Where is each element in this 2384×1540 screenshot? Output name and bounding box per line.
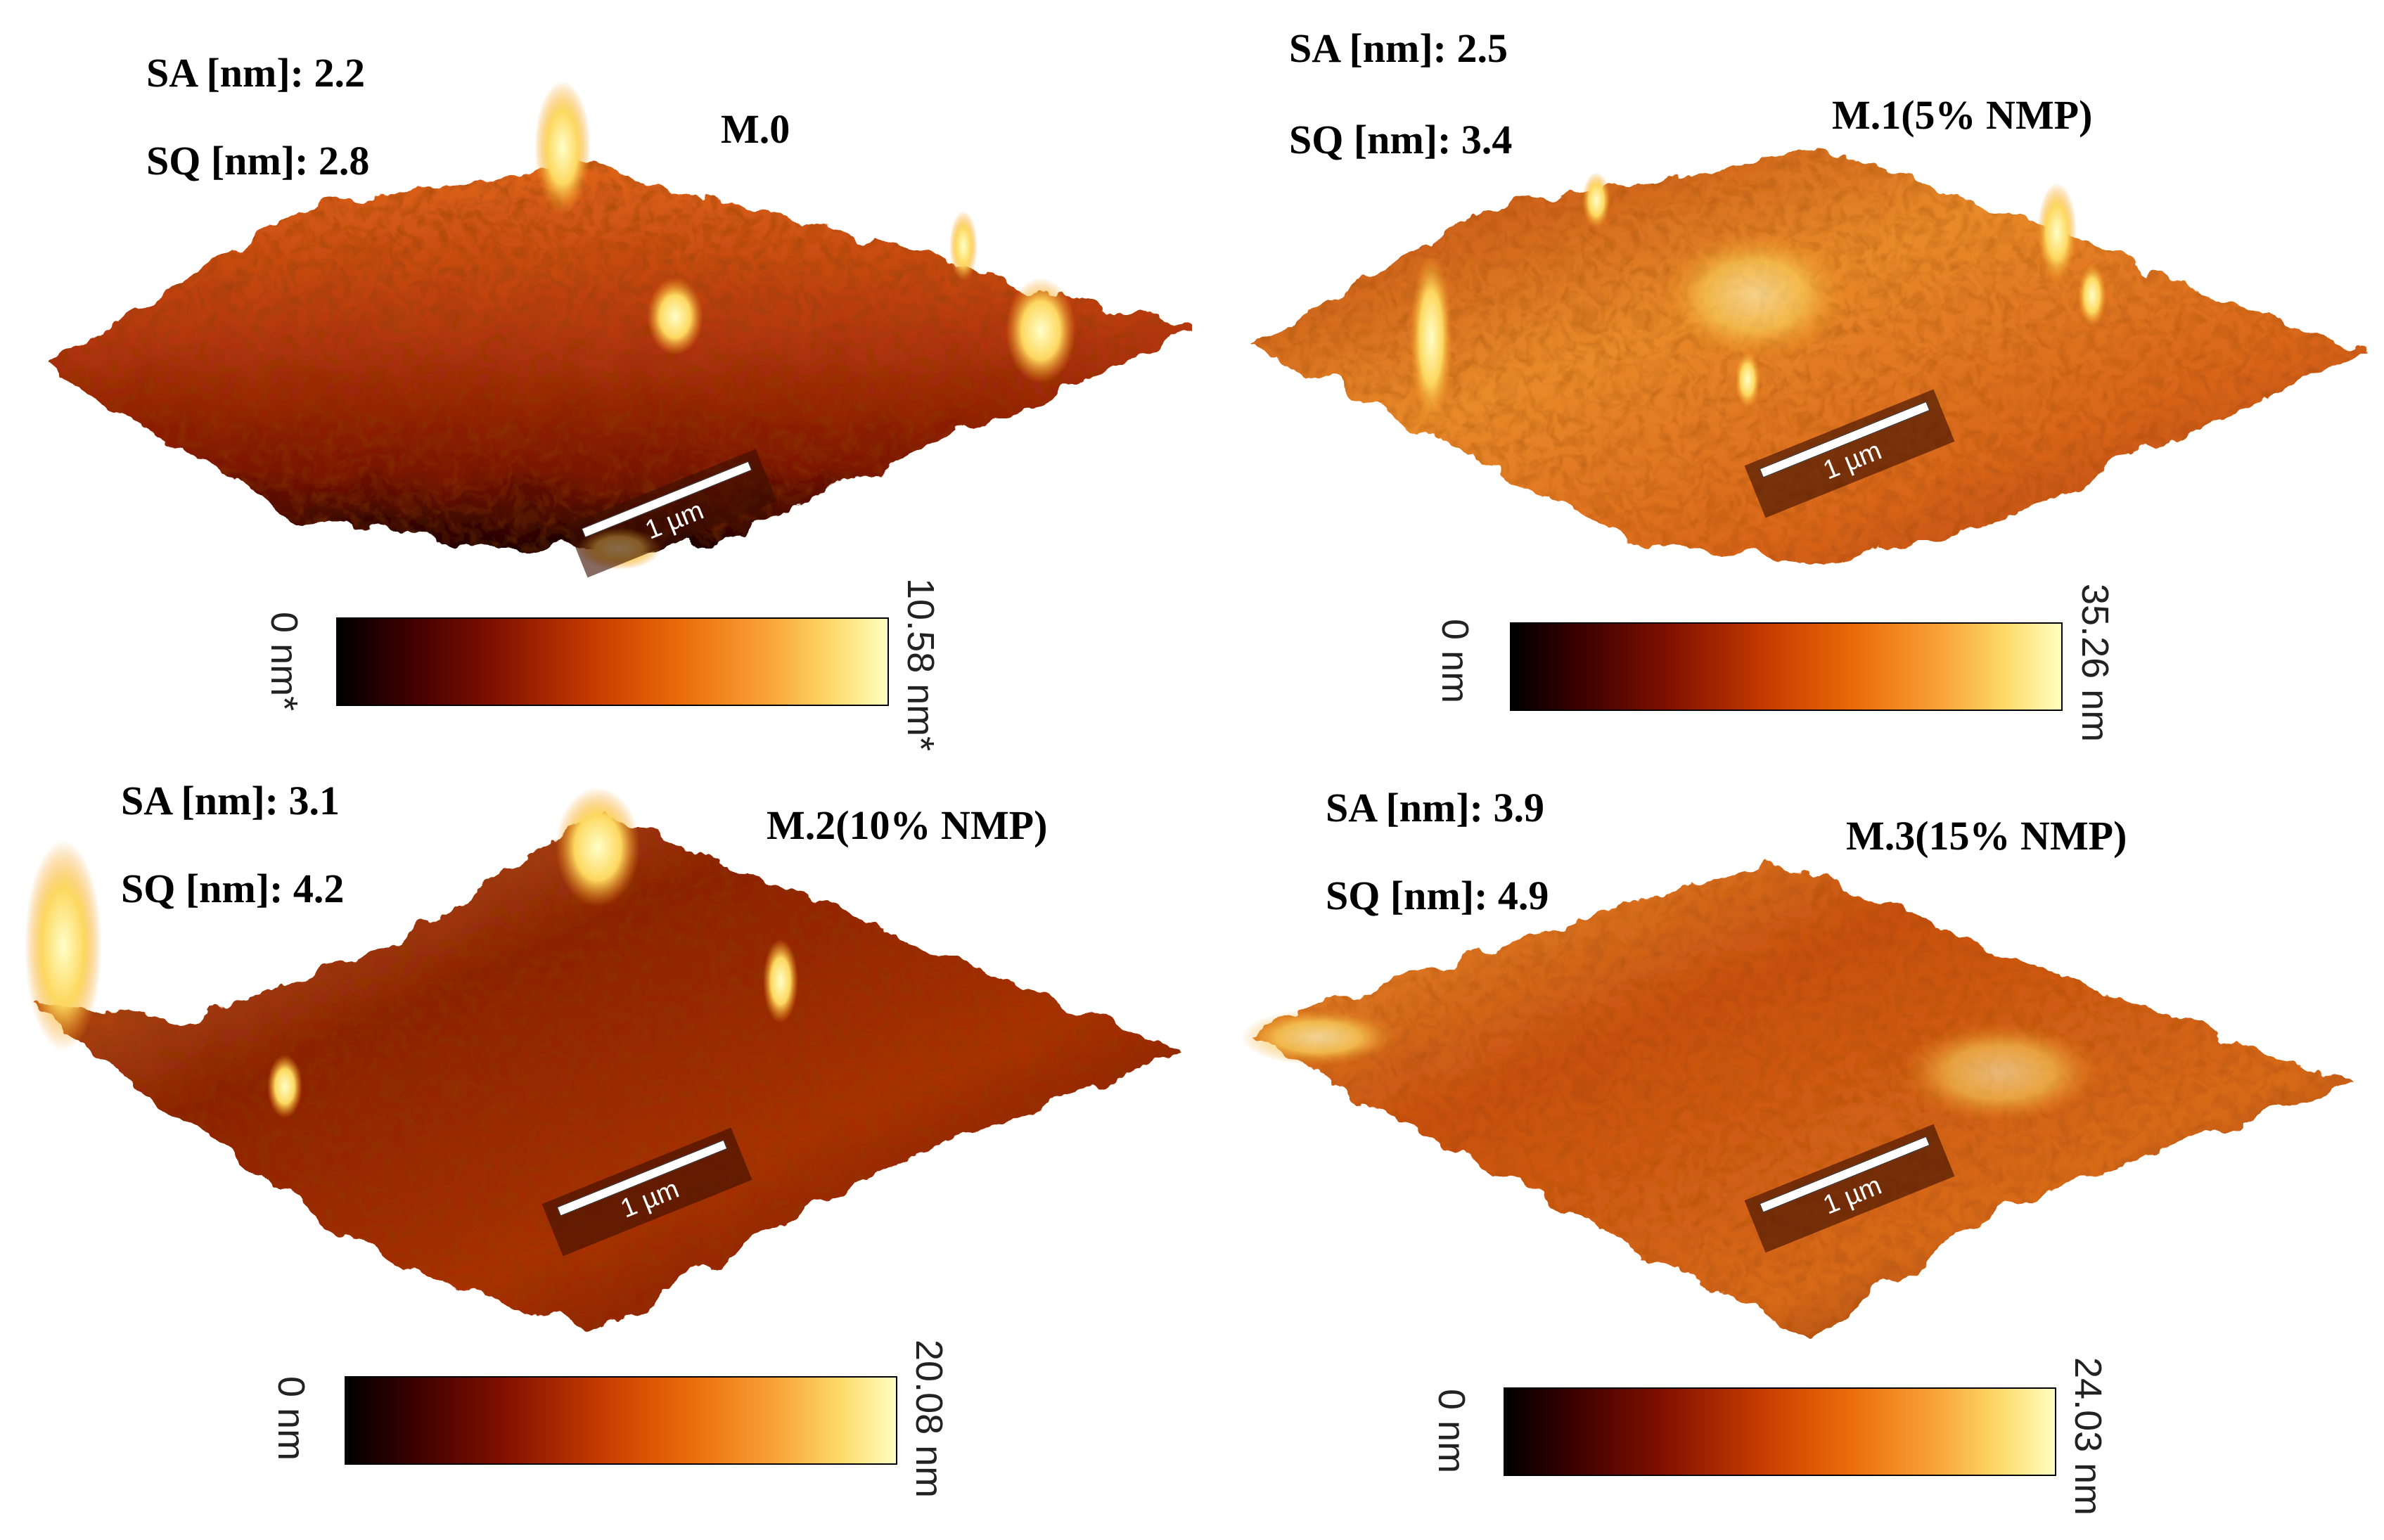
sq-value: SQ [nm]: 2.8 (146, 138, 370, 184)
sa-value: SA [nm]: 3.9 (1326, 785, 1544, 830)
afm-panel-m3: SA [nm]: 3.9 SQ [nm]: 4.9 M.3(15% NMP) 1… (1192, 770, 2384, 1540)
color-scale-min: 0 nm* (263, 612, 305, 712)
color-scale-min: 0 nm (1434, 619, 1476, 704)
sa-value: SA [nm]: 2.5 (1289, 25, 1508, 71)
color-scale-max: 10.58 nm* (899, 578, 942, 752)
afm-surface-image (1241, 861, 2352, 1340)
sq-value: SQ [nm]: 4.9 (1326, 873, 1549, 918)
panel-title: M.3(15% NMP) (1846, 813, 2127, 859)
color-scale-max: 24.03 nm (2067, 1357, 2109, 1516)
color-scale-bar (345, 1376, 897, 1465)
color-scale-max: 35.26 nm (2074, 584, 2116, 743)
color-scale-min: 0 nm (270, 1376, 312, 1461)
panel-title: M.2(10% NMP) (767, 802, 1048, 848)
afm-panel-m1: SA [nm]: 2.5 SQ [nm]: 3.4 M.1(5% NMP) 1 … (1192, 0, 2384, 770)
afm-surface-image (25, 788, 1181, 1333)
panel-title: M.1(5% NMP) (1832, 92, 2093, 138)
sq-value: SQ [nm]: 4.2 (121, 866, 345, 911)
sa-value: SA [nm]: 2.2 (146, 50, 365, 96)
afm-panel-m2: SA [nm]: 3.1 SQ [nm]: 4.2 M.2(10% NMP) 1… (0, 770, 1192, 1540)
color-scale-bar (1504, 1387, 2056, 1476)
color-scale-max: 20.08 nm (908, 1340, 950, 1499)
color-scale-bar (336, 617, 889, 706)
sa-value: SA [nm]: 3.1 (121, 778, 340, 823)
afm-surface-image (1252, 148, 2366, 566)
color-scale-bar (1510, 622, 2063, 711)
color-scale-min: 0 nm (1430, 1389, 1473, 1474)
sq-value: SQ [nm]: 3.4 (1289, 117, 1513, 162)
panel-title: M.0 (721, 106, 790, 152)
afm-panel-m0: SA [nm]: 2.2 SQ [nm]: 2.8 M.0 1 µm 0 nm*… (0, 0, 1192, 770)
